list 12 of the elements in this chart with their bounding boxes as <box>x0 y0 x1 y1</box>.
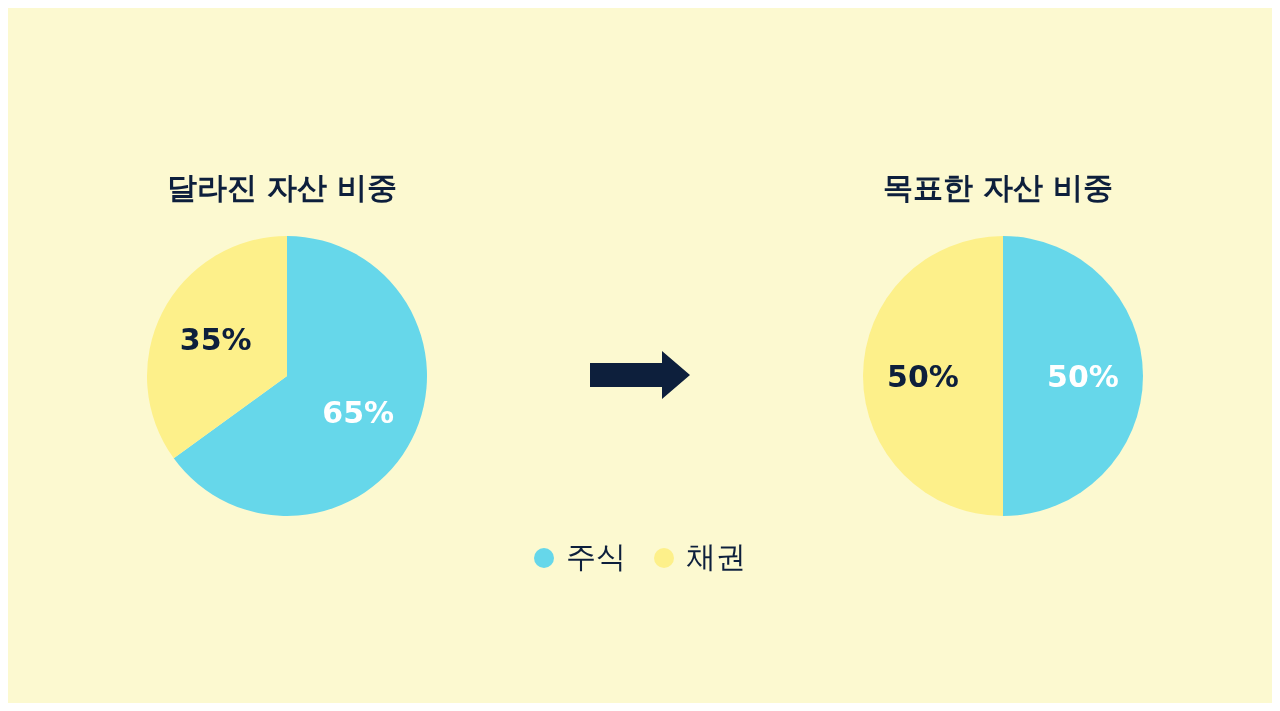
chart-title: 목표한 자산 비중 <box>882 169 1114 207</box>
pie-slice <box>173 236 427 516</box>
data-label: 50% <box>887 358 959 394</box>
pie-slice <box>147 236 287 459</box>
data-label: 65% <box>322 394 395 430</box>
chart-title: 달라진 자산 비중 <box>166 169 398 207</box>
legend-label: 채권 <box>686 538 746 576</box>
legend-label: 주식 <box>566 538 626 576</box>
pie-slice <box>863 236 1003 516</box>
pie-slice <box>1003 236 1143 516</box>
data-label: 50% <box>1047 358 1119 394</box>
data-label: 35% <box>179 322 252 358</box>
